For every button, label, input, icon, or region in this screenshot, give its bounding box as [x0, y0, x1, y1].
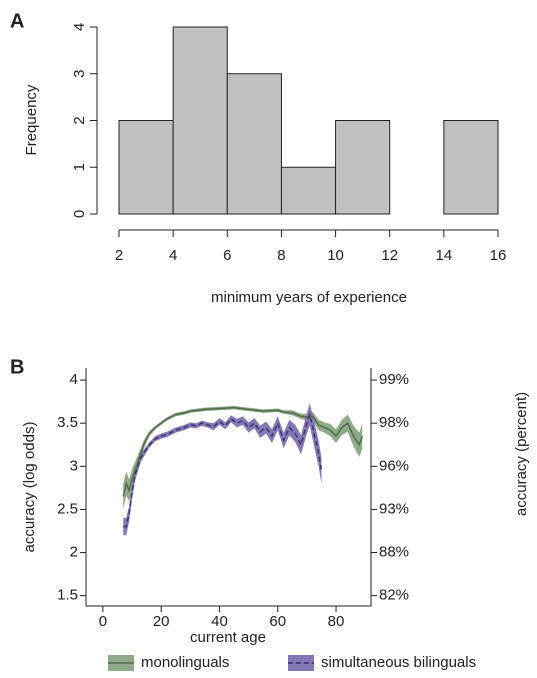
bar	[226, 73, 282, 215]
bar	[280, 166, 337, 215]
x-axis-title: current age	[190, 629, 266, 646]
panel-label: B	[10, 356, 24, 378]
x-tick-label: 80	[328, 613, 345, 630]
y-tick-label: 2	[71, 116, 88, 124]
y-tick-label: 3.5	[57, 414, 78, 431]
x-tick-label: 8	[277, 247, 285, 264]
line	[123, 411, 323, 528]
axes-frame	[85, 368, 372, 607]
y-tick-label: 3	[70, 457, 78, 474]
bar	[118, 120, 174, 215]
x-tick-label: 14	[436, 247, 453, 264]
y-axis-title: accuracy (log odds)	[21, 422, 38, 553]
y-tick-label: 2.5	[57, 500, 78, 517]
line	[122, 406, 363, 497]
x-tick-label: 20	[153, 613, 170, 630]
x-tick-label: 60	[269, 613, 286, 630]
x-tick-label: 16	[490, 247, 507, 264]
y-tick-label: 1.5	[57, 587, 78, 604]
x-tick-label: 6	[223, 247, 231, 264]
legend-label: simultaneous bilinguals	[321, 654, 476, 671]
y2-tick-label: 82%	[379, 587, 409, 604]
y-tick-label: 2	[70, 544, 78, 561]
panel-label: A	[10, 10, 24, 32]
x-axis-title: minimum years of experience	[211, 289, 407, 306]
y-tick-label: 4	[70, 371, 78, 388]
y2-tick-label: 98%	[379, 414, 409, 431]
y-tick-label: 0	[71, 210, 88, 218]
bar	[172, 26, 228, 215]
y2-tick-label: 88%	[379, 544, 409, 561]
y2-tick-label: 99%	[379, 371, 409, 388]
y-axis-title: Frequency	[23, 84, 40, 155]
y2-tick-label: 93%	[379, 500, 409, 517]
legend-label: monolinguals	[141, 654, 229, 671]
y2-tick-label: 96%	[379, 457, 409, 474]
y-tick-label: 4	[71, 23, 88, 31]
x-tick-label: 12	[381, 247, 398, 264]
x-tick-label: 40	[211, 613, 228, 630]
x-tick-label: 4	[169, 247, 177, 264]
x-tick-label: 10	[327, 247, 344, 264]
x-tick-label: 2	[115, 247, 123, 264]
y2-axis-title: accuracy (percent)	[513, 392, 530, 516]
y-tick-label: 1	[71, 163, 88, 171]
y-tick-label: 3	[71, 70, 88, 78]
bar	[443, 120, 499, 215]
x-tick-label: 0	[99, 613, 107, 630]
bar	[335, 120, 391, 215]
